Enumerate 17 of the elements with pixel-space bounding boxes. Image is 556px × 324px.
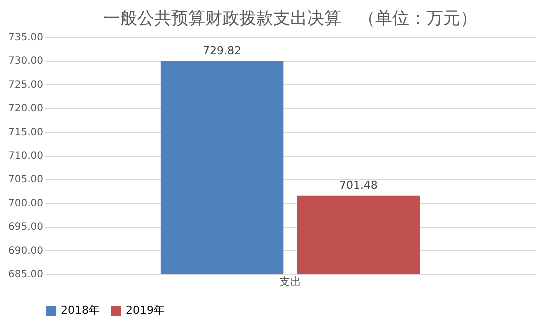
y-tick-label: 720.00 xyxy=(8,104,44,115)
y-tick-label: 705.00 xyxy=(8,174,44,186)
x-tick-label: 支出 xyxy=(280,276,302,288)
y-tick-label: 730.00 xyxy=(8,56,44,68)
legend-label: 2018年 xyxy=(61,304,100,317)
y-tick-label: 700.00 xyxy=(8,198,44,210)
y-tick-label: 735.00 xyxy=(8,32,44,44)
y-tick-label: 710.00 xyxy=(8,151,44,162)
data-label: 701.48 xyxy=(339,178,378,192)
y-tick-label: 715.00 xyxy=(8,127,44,138)
data-label: 729.82 xyxy=(203,44,242,58)
y-tick-label: 685.00 xyxy=(8,270,44,280)
y-tick-label: 695.00 xyxy=(8,222,44,234)
y-tick-label: 690.00 xyxy=(8,246,44,257)
y-tick-label: 725.00 xyxy=(8,80,44,91)
chart-title: 一般公共预算财政拨款支出决算 （单位：万元） xyxy=(104,9,478,29)
legend-label: 2019年 xyxy=(126,304,165,317)
